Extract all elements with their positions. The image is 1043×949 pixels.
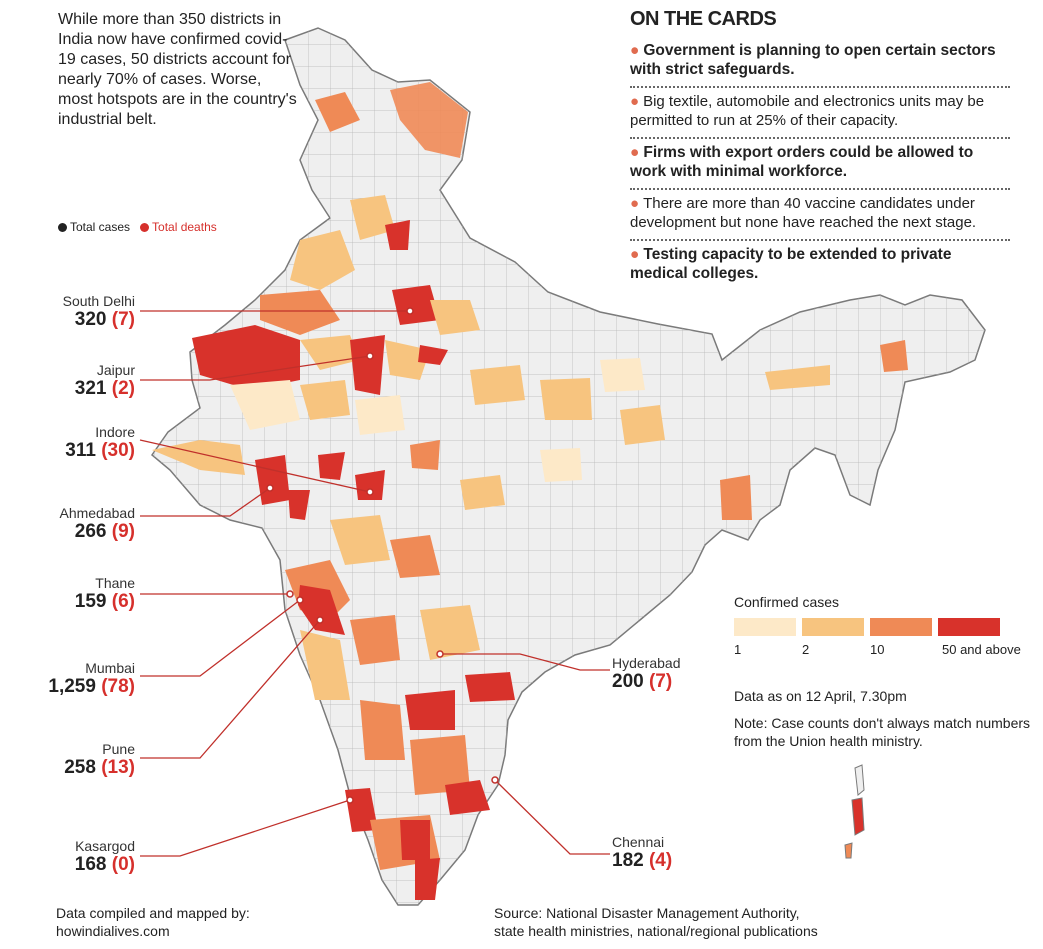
city-counts: 168 (0) [74,854,135,875]
legend-total-cases: Total cases [58,220,130,234]
city-name: South Delhi [62,293,135,309]
bullet-icon: ● [630,246,640,263]
card-item: ● Testing capacity to be extended to priv… [630,246,952,282]
city-counts: 266 (9) [74,521,135,542]
legend-label: 50 and above [942,642,1021,657]
city-counts: 182 (4) [612,850,673,871]
credit: Data compiled and mapped by: howindialiv… [56,905,250,939]
city-name: Chennai [612,834,665,850]
cards-title: ON THE CARDS [630,8,777,30]
callout-chennai: Chennai 182 (4) [612,834,672,872]
district-patches [152,82,908,900]
red-dot-icon [140,223,150,232]
city-name: Kasargod [75,838,135,854]
city-name: Thane [95,575,135,591]
callout-indore: Indore 311 (30) [65,424,135,462]
city-name: Ahmedabad [59,505,135,521]
city-counts: 258 (13) [64,757,135,778]
legend-label: 1 [734,642,742,657]
city-name: Pune [102,741,135,757]
city-name: Indore [95,424,135,440]
callout-thane: Thane 159 (6) [75,575,135,613]
city-name: Mumbai [85,660,135,676]
swatch-50-above [938,618,1000,636]
hotspot-dots [266,307,499,804]
bullet-icon: ● [630,42,640,59]
callout-mumbai: Mumbai 1,259 (78) [48,660,135,698]
source: Source: National Disaster Management Aut… [494,905,818,939]
legend-title: Confirmed cases [734,594,840,610]
legend-swatches [734,618,1034,636]
callout-lines [139,310,610,857]
intro-text: While more than 350 districts in India n… [58,11,297,128]
swatch-2 [802,618,864,636]
on-the-cards-panel: ON THE CARDS ● Government is planning to … [630,8,1010,290]
swatch-10 [870,618,932,636]
city-counts: 321 (2) [74,378,135,399]
note-text: Note: Case counts don't always match num… [734,715,1031,749]
callout-ahmedabad: Ahmedabad 266 (9) [59,505,135,543]
card-item: ● Firms with export orders could be allow… [630,139,1010,190]
bullet-icon: ● [630,93,640,110]
card-item: ● Government is planning to open certain … [630,37,1010,88]
dot-legend: Total cases Total deaths [58,220,217,234]
city-name: Hyderabad [612,655,681,671]
card-item: ● Big textile, automobile and electronics… [630,88,1010,139]
city-counts: 311 (30) [65,440,135,461]
callout-pune: Pune 258 (13) [64,741,135,779]
city-name: Jaipur [96,362,135,378]
legend-label: 10 [870,642,885,657]
legend-labels: 1 2 10 50 and above [734,642,1034,660]
data-date: Data as on 12 April, 7.30pm [734,688,907,704]
callout-south-delhi: South Delhi 320 (7) [63,293,135,331]
callout-kasargod: Kasargod 168 (0) [75,838,135,876]
andaman-islands [844,764,865,859]
city-counts: 1,259 (78) [48,676,135,697]
callout-jaipur: Jaipur 321 (2) [75,362,135,400]
city-counts: 159 (6) [74,591,135,612]
black-dot-icon [58,223,67,232]
bullet-icon: ● [630,144,640,161]
city-counts: 200 (7) [612,671,673,692]
confirmed-cases-legend: Confirmed cases 1 2 10 50 and above [734,594,1034,660]
card-item: ● There are more than 40 vaccine candidat… [630,190,1010,241]
callout-hyderabad: Hyderabad 200 (7) [612,655,681,693]
legend-label: 2 [802,642,810,657]
city-counts: 320 (7) [74,309,135,330]
bullet-icon: ● [630,195,640,212]
legend-total-deaths: Total deaths [140,220,217,234]
swatch-1 [734,618,796,636]
